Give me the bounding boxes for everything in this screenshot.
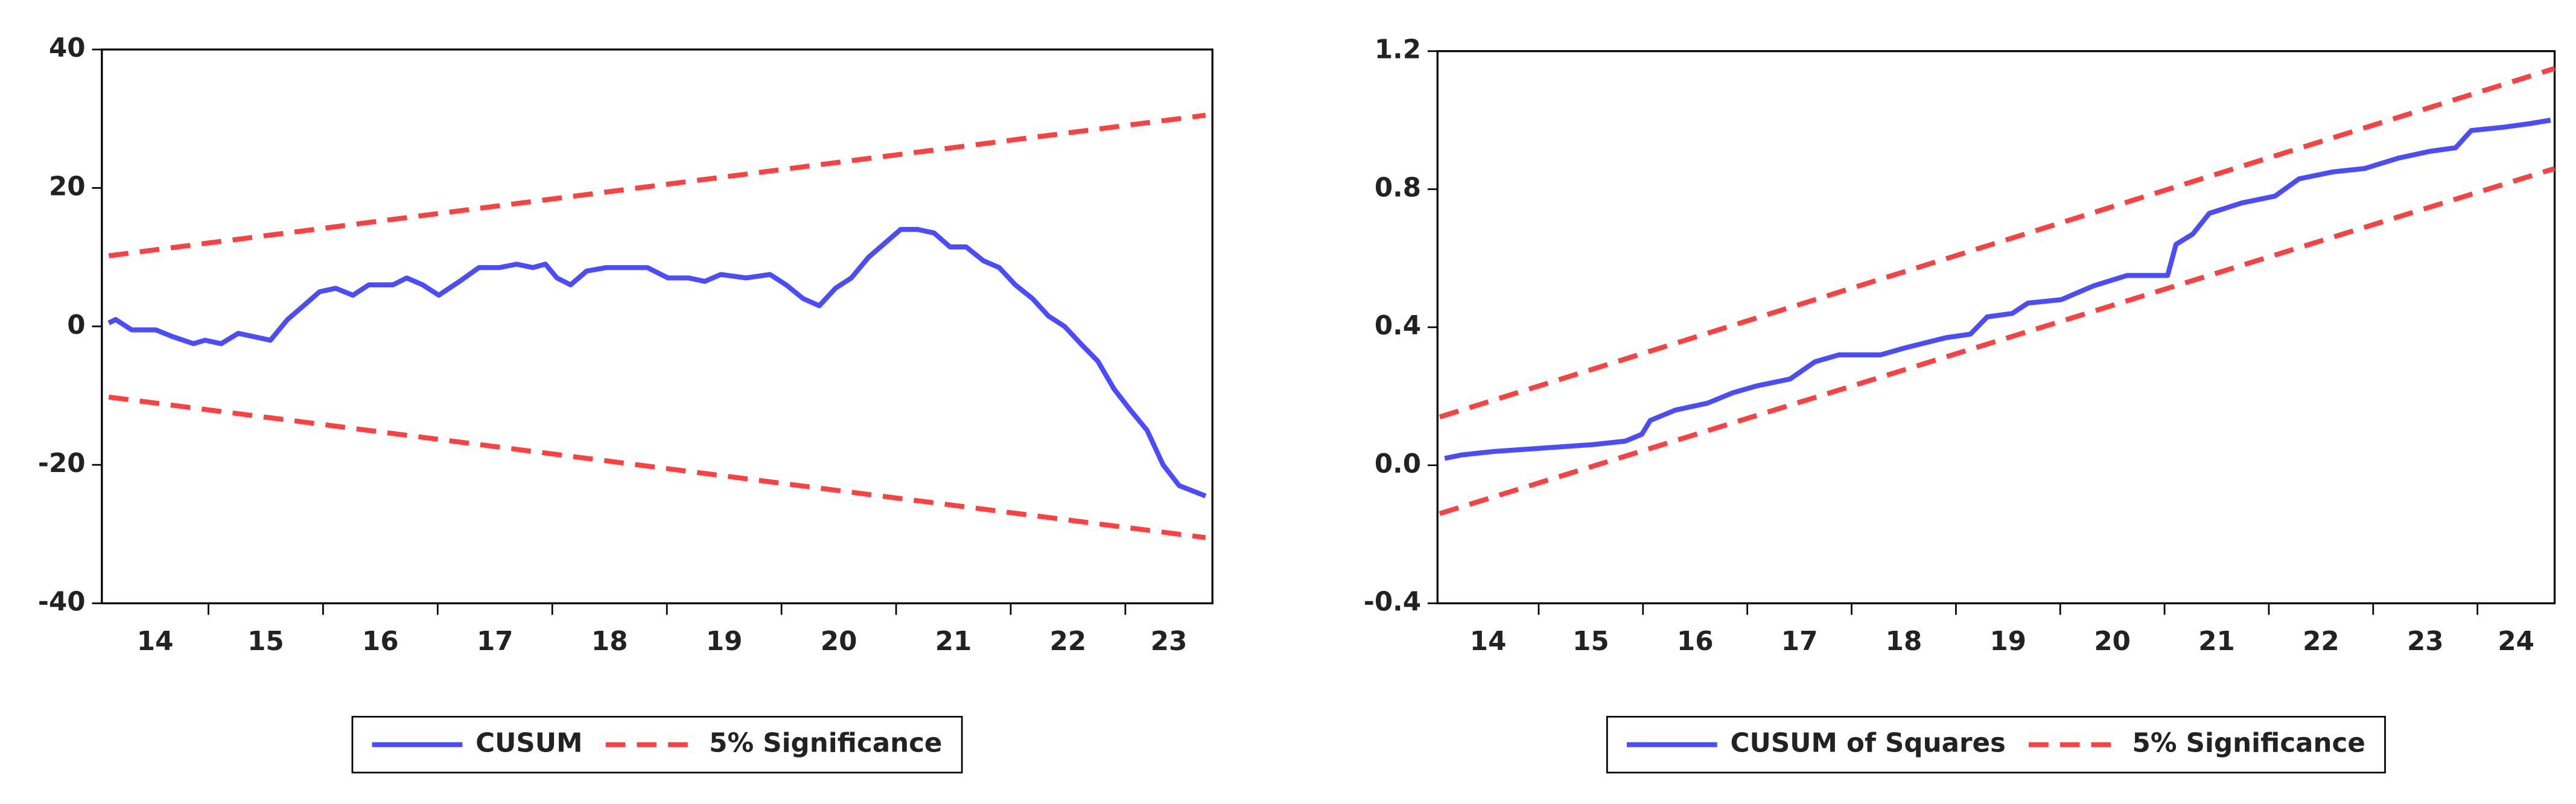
- x-tick-label: 21: [935, 627, 972, 657]
- x-tick-label: 19: [1990, 627, 2027, 657]
- x-tick-label: 17: [1781, 627, 1818, 657]
- x-tick-label: 18: [591, 627, 628, 657]
- x-tick-label: 22: [2303, 627, 2339, 657]
- y-tick-label: 20: [49, 171, 86, 202]
- series-line: [107, 227, 1207, 499]
- plot-frame: [1436, 50, 2556, 605]
- x-tick-label: 14: [1470, 627, 1507, 657]
- x-tick-label: 24: [2498, 627, 2534, 657]
- x-tick-label: 19: [706, 627, 743, 657]
- x-tick-label: 15: [1573, 627, 1609, 657]
- x-tick-label: 18: [1886, 627, 1922, 657]
- y-tick-label: 0: [67, 310, 85, 340]
- x-tick-label: 16: [1677, 627, 1714, 657]
- y-tick-label: -20: [38, 448, 86, 479]
- y-tick-label: -0.4: [1364, 587, 1421, 617]
- y-tick-label: 0.0: [1375, 449, 1421, 479]
- y-tick-label: 0.8: [1375, 173, 1421, 203]
- legend-label: CUSUM: [475, 729, 582, 759]
- x-tick-label: 16: [362, 627, 399, 657]
- y-tick-label: 40: [49, 33, 86, 63]
- x-tick-label: 15: [247, 627, 284, 657]
- series-line: [1439, 66, 2555, 420]
- x-tick-label: 20: [2094, 627, 2131, 657]
- series-line: [1439, 166, 2555, 516]
- legend-frame: [1606, 716, 2386, 774]
- plot-frame: [101, 48, 1213, 605]
- y-tick-label: -40: [38, 587, 86, 617]
- x-tick-label: 23: [1151, 627, 1188, 657]
- legend-label: 5% Significance: [2132, 729, 2365, 759]
- x-tick-label: 14: [137, 627, 174, 657]
- x-tick-label: 22: [1050, 627, 1087, 657]
- legend-label: 5% Significance: [709, 729, 942, 759]
- series-line: [1444, 118, 2551, 461]
- x-tick-label: 21: [2198, 627, 2235, 657]
- series-line: [108, 112, 1206, 258]
- legend-label: CUSUM of Squares: [1731, 729, 2006, 759]
- y-tick-label: 1.2: [1375, 35, 1421, 65]
- x-tick-label: 23: [2407, 627, 2444, 657]
- x-tick-label: 17: [477, 627, 514, 657]
- series-line: [108, 394, 1206, 540]
- x-tick-label: 20: [821, 627, 857, 657]
- y-tick-label: 0.4: [1375, 311, 1421, 341]
